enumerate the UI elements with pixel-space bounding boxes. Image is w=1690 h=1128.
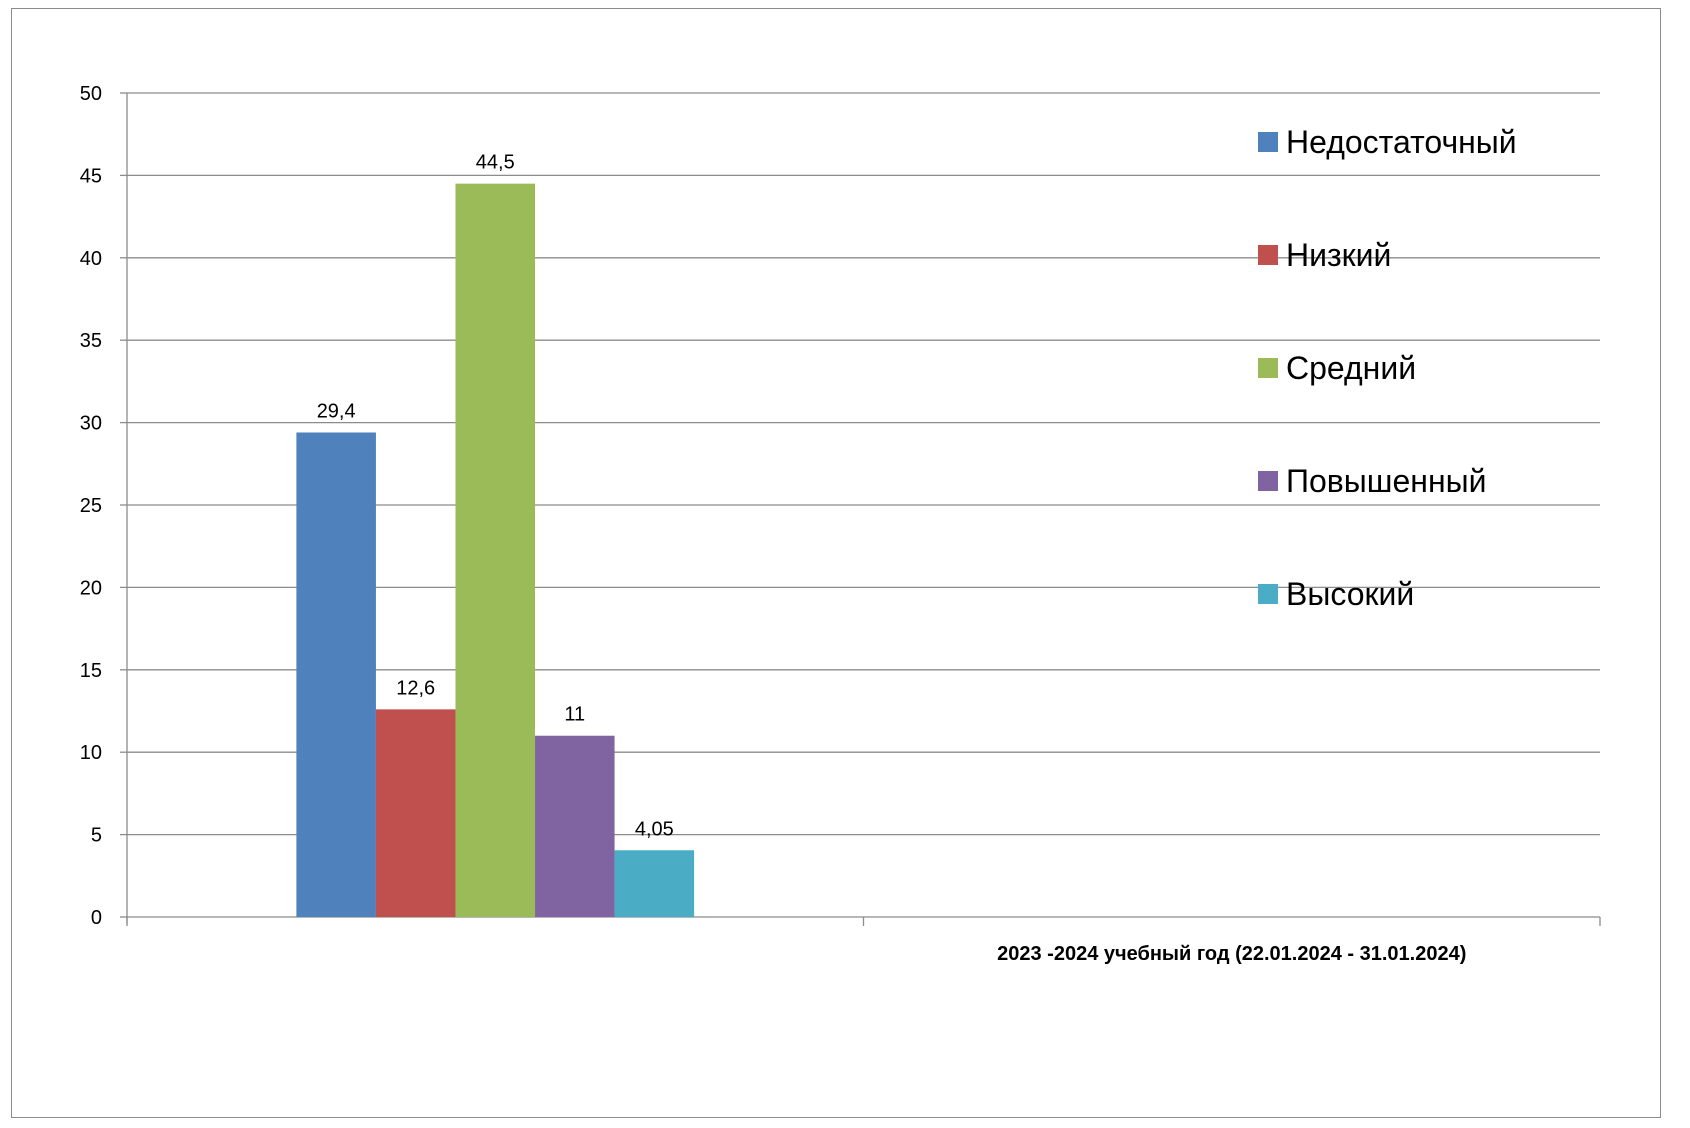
y-tick-label: 30 (80, 413, 102, 435)
chart-frame (11, 8, 1661, 1118)
y-tick-label: 40 (80, 248, 102, 270)
legend-label: Высокий (1286, 576, 1414, 612)
category-labels: 2023 -2024 учебный год (22.01.2024 - 31.… (997, 943, 1466, 965)
y-tick-label: 5 (91, 825, 102, 847)
bar-3-0 (535, 735, 615, 917)
legend-label: Повышенный (1286, 463, 1486, 499)
bar-0-0 (296, 432, 376, 917)
y-tick-label: 35 (80, 330, 102, 352)
legend-label: Средний (1286, 350, 1416, 386)
y-tick-label: 15 (80, 660, 102, 682)
legend: Недостаточный Низкий Средний Повышенный Высо… (1258, 124, 1517, 612)
legend-swatch (1258, 584, 1278, 604)
data-label: 4,05 (635, 818, 674, 840)
legend-swatch (1258, 358, 1278, 378)
bar-2-0 (455, 183, 536, 917)
data-labels: 29,4 12,6 44,5 11 4,05 (317, 152, 674, 841)
data-label: 29,4 (317, 400, 356, 422)
y-tick-label: 10 (80, 742, 102, 764)
legend-label: Низкий (1286, 237, 1391, 273)
bar-1-0 (375, 709, 456, 917)
legend-swatch (1258, 132, 1278, 152)
bars (296, 183, 695, 917)
legend-swatch (1258, 245, 1278, 265)
y-tick-label: 25 (80, 495, 102, 517)
legend-swatch (1258, 471, 1278, 491)
y-tick-label: 0 (91, 907, 102, 929)
x-category-label: 2023 -2024 учебный год (22.01.2024 - 31.… (997, 943, 1466, 965)
data-label: 12,6 (396, 677, 435, 699)
data-label: 11 (564, 704, 585, 726)
legend-label: Недостаточный (1286, 124, 1517, 160)
y-tick-label: 20 (80, 577, 102, 599)
data-label: 44,5 (476, 152, 515, 174)
y-tick-label: 50 (80, 83, 102, 105)
y-tick-label: 45 (80, 165, 102, 187)
bar-4-0 (614, 850, 695, 917)
